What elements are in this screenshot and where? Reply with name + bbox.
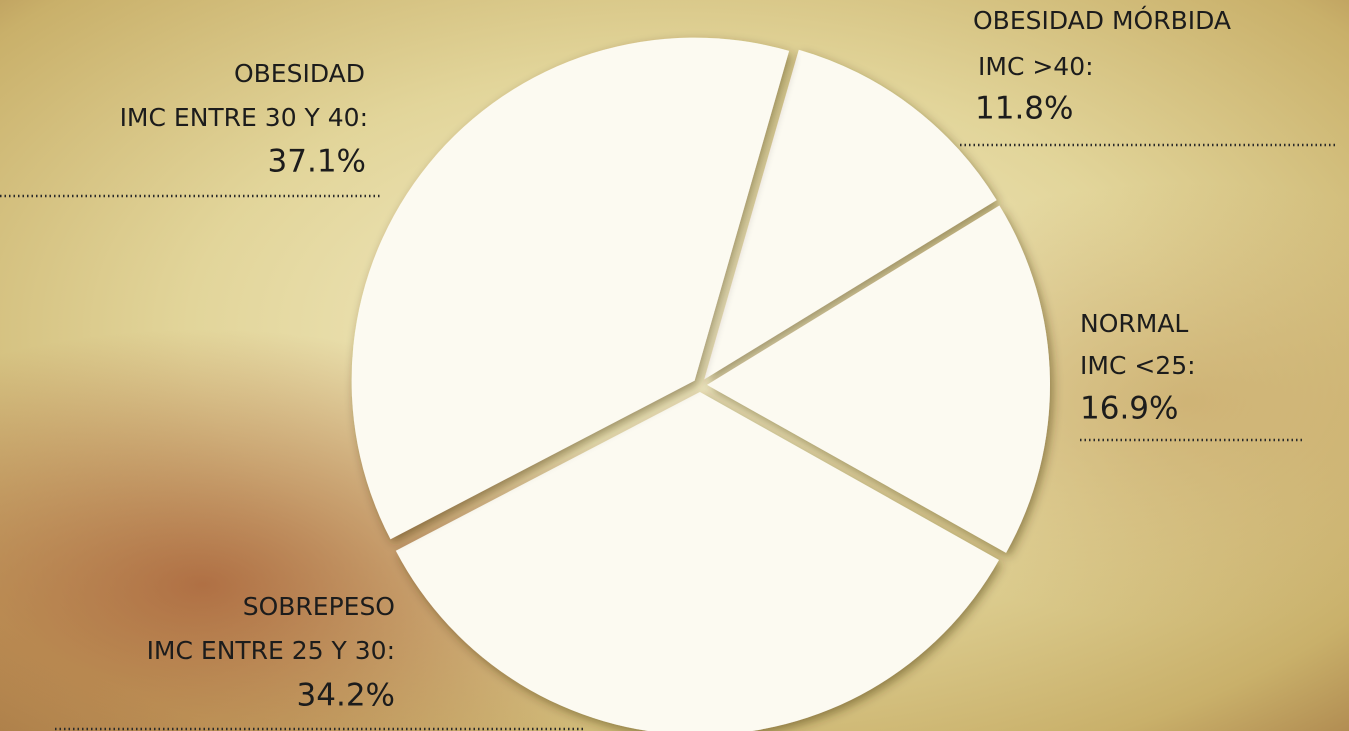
- slice-category: OBESIDAD: [234, 59, 365, 88]
- slice-subcategory: IMC >40:: [978, 52, 1094, 81]
- value-label: 11.8%: [975, 91, 1073, 127]
- slice-category: OBESIDAD MÓRBIDA: [973, 5, 1231, 35]
- slice-subcategory: IMC ENTRE 25 Y 30:: [147, 636, 395, 665]
- value-label: 34.2%: [297, 678, 395, 714]
- slice-subcategory: IMC <25:: [1080, 351, 1196, 380]
- chart: OBESIDAD MÓRBIDA IMC >40: 11.8% NORMAL IMC <…: [0, 0, 1349, 731]
- value-label: 16.9%: [1080, 391, 1178, 427]
- slice-category: NORMAL: [1080, 309, 1188, 338]
- value-label: 37.1%: [268, 144, 366, 180]
- slice-category: SOBREPESO: [243, 592, 395, 621]
- slice-subcategory: IMC ENTRE 30 Y 40:: [120, 103, 368, 132]
